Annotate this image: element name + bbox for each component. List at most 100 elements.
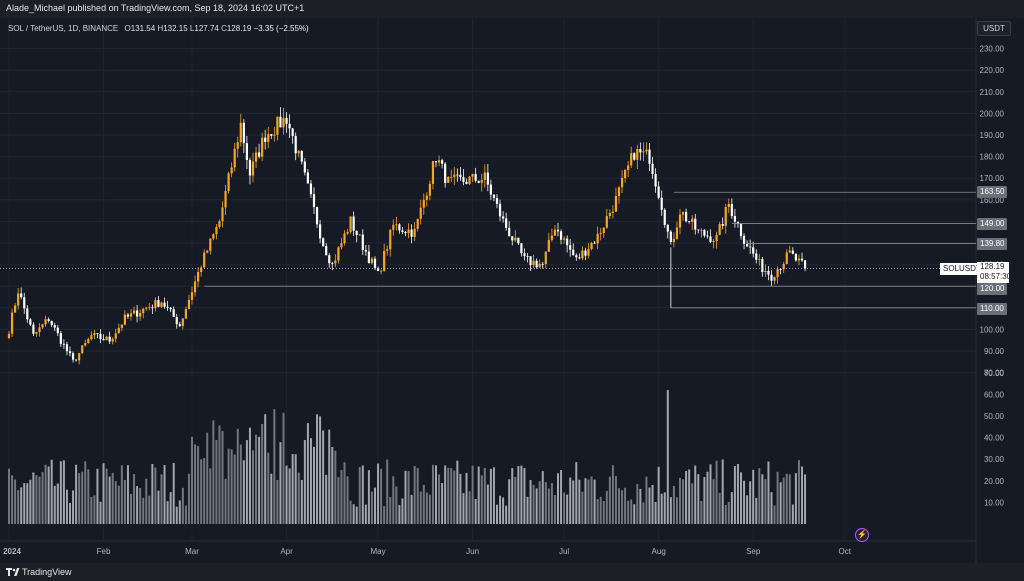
volume-bar [483,467,486,524]
candle-body [166,306,169,308]
candle-body [651,163,654,174]
candle-body [569,245,572,250]
candle-body [343,233,346,244]
volume-bar [17,490,20,524]
volume-tick-label: 70.00 [984,369,1005,378]
volume-bar [252,450,254,524]
volume-bar [636,484,639,524]
volume-bar [306,423,309,524]
candle-body [175,317,178,325]
volume-bar [679,477,681,524]
current-symbol-label: SOLUSDT [940,263,984,275]
time-tick-label: May [370,547,385,556]
candle-body [151,307,154,309]
candle-body [633,153,636,160]
currency-button[interactable]: USDT [977,21,1011,36]
price-tick-label: 80.00 [984,369,1005,378]
candle-body [132,310,136,314]
volume-bar [300,479,303,524]
candle-body [508,227,511,237]
candle-body [428,183,431,196]
candle-body [694,218,697,230]
candle-body [803,260,807,269]
volume-bar [557,473,559,524]
candle-body [291,128,294,137]
volume-bar [624,487,627,524]
volume-bar [334,450,337,524]
volume-bar [117,485,120,524]
volume-bar [75,464,78,524]
volume-bar [267,452,270,524]
candle-body [553,229,557,236]
volume-bar [441,483,444,524]
candle-body [678,214,682,228]
volume-bar [20,487,23,524]
candle-body [78,353,81,361]
volume-bar [29,479,32,524]
volume-bar [374,487,376,524]
volume-bar [675,497,678,524]
volume-bar [587,479,590,524]
candlestick-chart[interactable]: 80.0090.00100.00110.00120.00130.00140.00… [0,18,1024,563]
volume-bar [294,454,297,524]
candle-body [392,224,395,230]
volume-bar [187,473,190,524]
volume-bar [560,470,563,524]
candle-body [352,216,355,231]
publisher-bar: Alade_Michael published on TradingView.c… [0,0,1024,18]
candle-body [62,343,65,345]
candle-body [154,299,157,309]
volume-bar [404,470,407,524]
candle-body [181,318,184,326]
level-label-110: 110.00 [977,303,1007,315]
candle-body [373,258,377,268]
volume-tick-label: 60.00 [984,390,1005,399]
volume-bar [752,469,755,524]
volume-bar [212,420,215,524]
candle-body [401,230,404,233]
legend-close: 128.19 [226,24,252,33]
volume-bar [303,440,306,524]
candle-body [584,250,587,256]
candle-body [453,174,456,177]
volume-bar [133,474,136,524]
volume-bar [572,480,575,524]
candle-body [486,172,489,185]
volume-bar [44,464,47,524]
candle-body [386,249,389,251]
candle-body [761,259,764,273]
volume-bar [123,479,126,524]
volume-bar [700,500,703,524]
volume-bar [550,482,553,524]
candle-body [779,269,782,270]
volume-bar [419,491,422,524]
candle-body [608,212,611,217]
volume-bar [270,473,273,524]
candle-body [614,196,618,212]
volume-bar [618,488,620,524]
volume-bar [136,486,139,524]
volume-bar [578,479,581,524]
candle-body [654,173,657,187]
candle-body [355,230,358,235]
candle-body [437,160,441,163]
candle-body [276,116,279,135]
volume-bar [145,478,148,524]
lightning-icon[interactable]: ⚡ [855,528,869,542]
volume-bar [200,459,203,524]
candle-body [660,197,663,210]
volume-bar [651,484,654,524]
level-label-163: 163.50 [977,186,1008,198]
volume-bar [703,477,706,524]
candle-body [239,122,242,143]
candle-body [44,319,47,325]
volume-bar [50,459,53,524]
candle-body [791,250,794,254]
candle-body [190,292,194,300]
time-tick-label: Mar [185,547,199,556]
candle-body [84,343,87,346]
legend-high-label: H [157,24,164,33]
volume-bar [422,484,425,524]
candle-body [730,204,733,217]
volume-bar [194,444,197,524]
